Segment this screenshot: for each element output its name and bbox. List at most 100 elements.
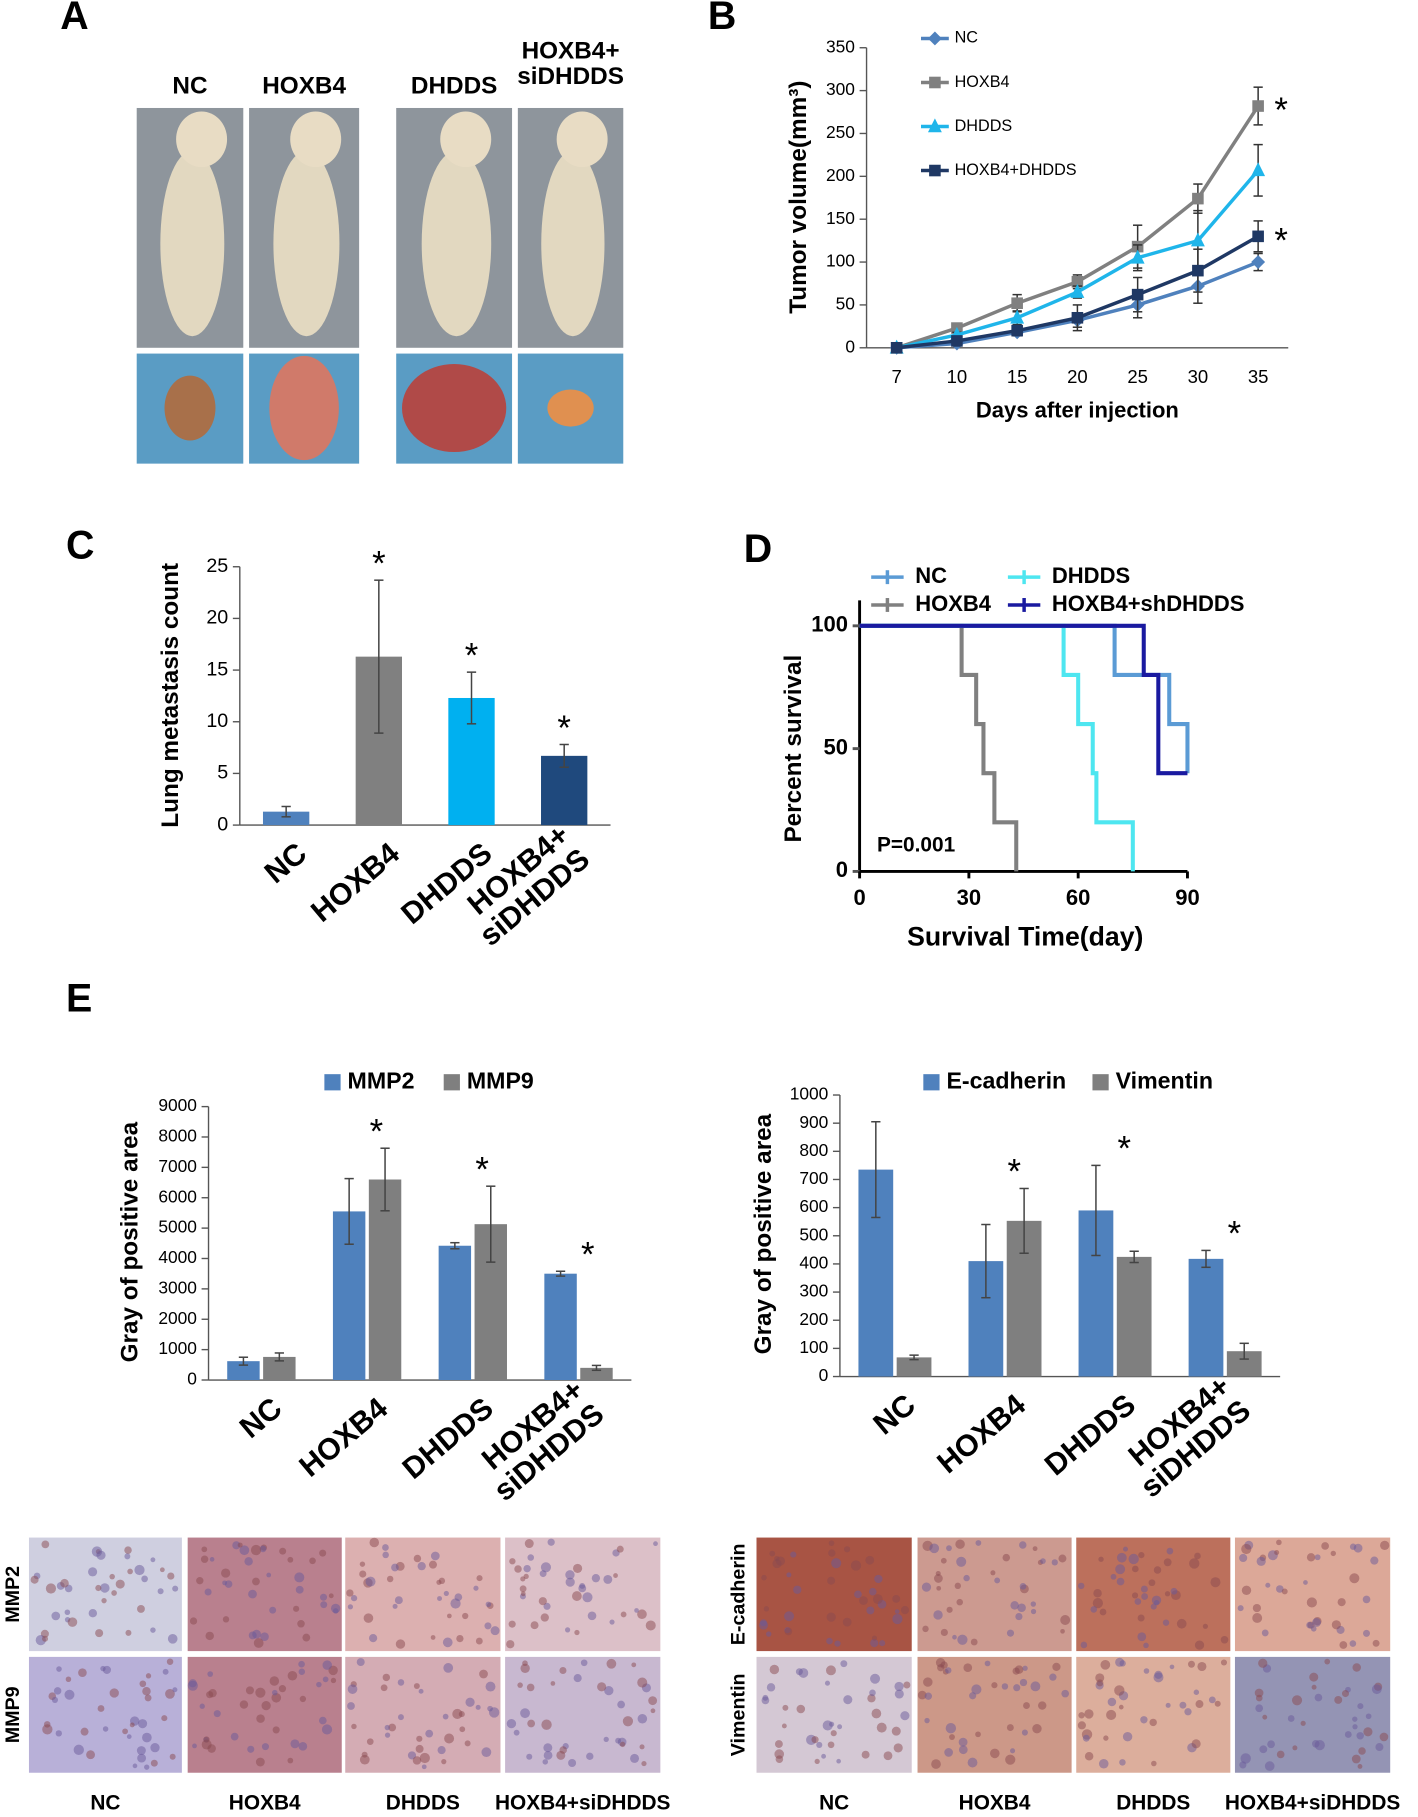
cell-nucleus bbox=[1150, 1603, 1157, 1610]
cell-nucleus bbox=[954, 1582, 961, 1589]
y-tick-label: 300 bbox=[799, 1281, 828, 1301]
cell-nucleus bbox=[894, 1609, 900, 1614]
cell-nucleus bbox=[940, 1557, 947, 1564]
cell-nucleus bbox=[1100, 1659, 1111, 1670]
cell-nucleus bbox=[775, 1556, 786, 1566]
cell-nucleus bbox=[100, 1583, 110, 1593]
cell-nucleus bbox=[1259, 1745, 1268, 1754]
cell-nucleus bbox=[1131, 1592, 1139, 1599]
cell-nucleus bbox=[293, 1605, 300, 1612]
cell-nucleus bbox=[1372, 1639, 1380, 1647]
cell-nucleus bbox=[861, 1750, 870, 1759]
cell-nucleus bbox=[384, 1724, 391, 1731]
cell-nucleus bbox=[1119, 1660, 1126, 1667]
cell-nucleus bbox=[1255, 1704, 1264, 1713]
cell-nucleus bbox=[957, 1634, 968, 1645]
ihc-image bbox=[187, 1656, 342, 1773]
cell-nucleus bbox=[201, 1739, 212, 1750]
column-label: HOXB4+siDHDDS bbox=[495, 1792, 671, 1815]
tumor bbox=[547, 389, 594, 427]
significance-mark: * bbox=[465, 637, 479, 675]
cell-nucleus bbox=[870, 1639, 879, 1648]
cell-nucleus bbox=[850, 1560, 862, 1571]
cell-nucleus bbox=[298, 1668, 306, 1675]
cell-nucleus bbox=[1303, 1580, 1308, 1585]
cell-nucleus bbox=[328, 1593, 334, 1599]
cell-nucleus bbox=[1349, 1543, 1357, 1550]
cell-nucleus bbox=[597, 1682, 607, 1692]
cell-nucleus bbox=[958, 1745, 968, 1755]
cell-nucleus bbox=[929, 1543, 940, 1554]
cell-nucleus bbox=[520, 1663, 530, 1673]
cell-nucleus bbox=[380, 1684, 388, 1692]
legend-label: DHDDS bbox=[1052, 563, 1130, 588]
cell-nucleus bbox=[1002, 1553, 1011, 1562]
cell-nucleus bbox=[991, 1682, 998, 1689]
point bbox=[1190, 232, 1205, 247]
x-tick-label: HOXB4+siDHDDS bbox=[468, 1373, 611, 1507]
ihc-image bbox=[505, 1537, 661, 1652]
cell-nucleus bbox=[1077, 1721, 1086, 1730]
x-tick-label: 25 bbox=[1127, 366, 1148, 387]
x-tick-label: 35 bbox=[1248, 366, 1269, 387]
cell-nucleus bbox=[945, 1723, 957, 1734]
ihc-image bbox=[28, 1656, 182, 1773]
legend-label: DHDDS bbox=[955, 117, 1013, 135]
y-tick-label: 9000 bbox=[158, 1095, 197, 1115]
cell-nucleus bbox=[346, 1589, 354, 1597]
cell-nucleus bbox=[205, 1631, 214, 1641]
cell-nucleus bbox=[616, 1545, 624, 1553]
cell-nucleus bbox=[949, 1734, 955, 1740]
survival-curve bbox=[859, 623, 1190, 774]
cell-nucleus bbox=[1166, 1547, 1174, 1555]
y-tick-label: 0 bbox=[836, 857, 848, 882]
cell-nucleus bbox=[166, 1658, 174, 1665]
cell-nucleus bbox=[641, 1761, 647, 1767]
cell-nucleus bbox=[1099, 1608, 1107, 1616]
cell-nucleus bbox=[1365, 1713, 1372, 1720]
cell-nucleus bbox=[1324, 1658, 1331, 1665]
cell-nucleus bbox=[88, 1567, 98, 1577]
cell-nucleus bbox=[1341, 1690, 1350, 1698]
cell-nucleus bbox=[811, 1736, 819, 1744]
cell-nucleus bbox=[290, 1739, 300, 1749]
cell-nucleus bbox=[222, 1616, 230, 1623]
bar bbox=[896, 1357, 932, 1377]
cell-nucleus bbox=[892, 1594, 901, 1603]
cell-nucleus bbox=[1220, 1635, 1229, 1644]
cell-nucleus bbox=[526, 1753, 533, 1760]
cell-nucleus bbox=[634, 1608, 639, 1613]
legend-swatch bbox=[923, 1074, 940, 1091]
cell-nucleus bbox=[142, 1687, 151, 1696]
y-tick-label: 15 bbox=[206, 658, 228, 680]
cell-nucleus bbox=[1084, 1751, 1094, 1761]
bar bbox=[368, 1179, 402, 1381]
cell-nucleus bbox=[239, 1700, 249, 1709]
cell-nucleus bbox=[1310, 1626, 1317, 1632]
x-axis-label: Days after injection bbox=[976, 397, 1179, 422]
cell-nucleus bbox=[221, 1568, 231, 1578]
cell-nucleus bbox=[321, 1724, 333, 1735]
cell-nucleus bbox=[150, 1759, 158, 1767]
cell-nucleus bbox=[513, 1729, 520, 1736]
significance-mark: * bbox=[1118, 1131, 1132, 1169]
cell-nucleus bbox=[1264, 1761, 1275, 1771]
cell-nucleus bbox=[1169, 1664, 1175, 1670]
cell-nucleus bbox=[994, 1577, 1001, 1584]
cell-nucleus bbox=[444, 1733, 455, 1744]
cell-nucleus bbox=[384, 1732, 391, 1738]
cell-nucleus bbox=[1274, 1550, 1280, 1556]
cell-nucleus bbox=[1314, 1554, 1321, 1561]
x-tick-label: NC bbox=[259, 837, 314, 890]
cell-nucleus bbox=[1052, 1662, 1061, 1671]
cell-nucleus bbox=[1241, 1543, 1252, 1555]
cell-nucleus bbox=[572, 1591, 582, 1601]
cell-nucleus bbox=[1311, 1684, 1317, 1690]
cell-nucleus bbox=[97, 1705, 105, 1712]
cell-nucleus bbox=[604, 1685, 614, 1696]
cell-nucleus bbox=[150, 1627, 156, 1633]
cell-nucleus bbox=[645, 1620, 656, 1631]
cell-nucleus bbox=[872, 1594, 883, 1604]
cell-nucleus bbox=[795, 1668, 803, 1676]
cell-nucleus bbox=[369, 1537, 380, 1548]
